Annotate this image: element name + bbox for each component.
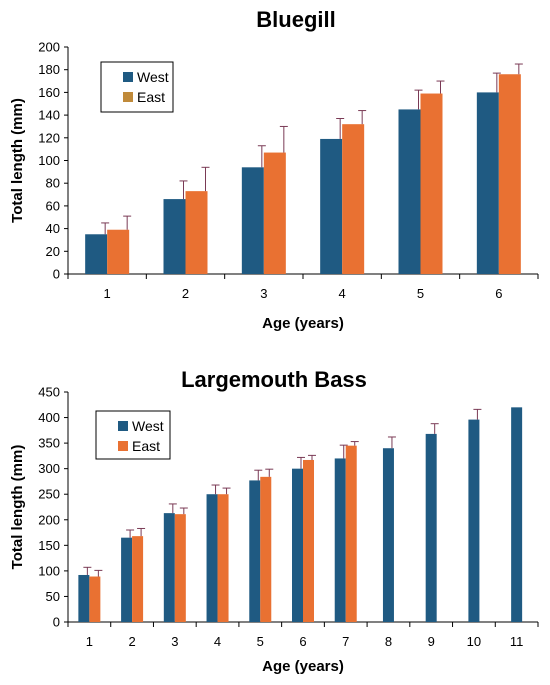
bar-west-age-10 xyxy=(468,419,480,622)
y-tick-label: 50 xyxy=(46,589,60,604)
y-tick-label: 20 xyxy=(46,244,60,259)
y-tick-label: 200 xyxy=(38,512,60,527)
y-tick-label: 400 xyxy=(38,410,60,425)
y-axis-label: Total length (mm) xyxy=(9,98,26,223)
bar-west-age-9 xyxy=(425,433,437,622)
y-tick-label: 350 xyxy=(38,436,60,451)
chart-largemouth-bass: Largemouth Bass 0 50 100 150 200 250 300 350 400 4… xyxy=(9,367,539,675)
legend: West East xyxy=(95,410,171,460)
bar-west-age-2 xyxy=(163,199,186,274)
x-tick-label: 4 xyxy=(339,286,346,301)
x-tick-label: 2 xyxy=(128,634,135,649)
legend-box xyxy=(100,61,174,113)
bar-east-age-7 xyxy=(345,445,357,622)
legend-swatch-west xyxy=(118,421,128,431)
bar-east-age-2 xyxy=(185,191,208,274)
bar-west-age-6 xyxy=(292,468,303,622)
y-tick-label: 200 xyxy=(38,40,60,55)
bar-west-age-1 xyxy=(78,574,90,622)
bar-west-age-7 xyxy=(334,458,346,622)
x-tick-label: 10 xyxy=(467,634,481,649)
bar-west-age-4 xyxy=(320,138,343,274)
y-tick-label: 300 xyxy=(38,461,60,476)
bar-east-age-1 xyxy=(107,229,130,274)
bar-east-age-1 xyxy=(89,576,101,622)
y-tick-label: 0 xyxy=(53,267,60,282)
bar-east-age-4 xyxy=(342,124,365,275)
y-tick-label: 250 xyxy=(38,487,60,502)
bar-west-age-1 xyxy=(85,234,108,274)
bar-east-age-4 xyxy=(217,494,229,622)
bar-west-age-6 xyxy=(476,92,499,275)
legend-label-west: West xyxy=(137,69,169,85)
x-tick-label: 9 xyxy=(428,634,435,649)
x-tick-label: 5 xyxy=(417,286,424,301)
x-tick-label: 8 xyxy=(385,634,392,649)
bar-east-age-2 xyxy=(132,536,144,622)
x-tick-label: 7 xyxy=(342,634,349,649)
x-tick-label: 11 xyxy=(510,634,524,649)
y-tick-label: 100 xyxy=(38,153,60,168)
y-tick-label: 40 xyxy=(46,221,60,236)
y-tick-label: 120 xyxy=(38,130,60,145)
x-axis-label: Age (years) xyxy=(262,658,344,675)
y-tick-label: 60 xyxy=(46,198,60,213)
chart-bluegill: Bluegill 0 20 40 60 80 100 120 140 160 180 200 1 2 3 4 5… xyxy=(9,7,539,332)
chart-title: Bluegill xyxy=(256,7,335,32)
x-tick-label: 4 xyxy=(214,634,221,649)
x-tick-label: 2 xyxy=(182,286,189,301)
legend-label-east: East xyxy=(137,89,165,105)
bar-west-age-3 xyxy=(163,513,175,622)
legend: West East xyxy=(100,61,174,113)
legend-swatch-west xyxy=(123,72,133,82)
chart-title: Largemouth Bass xyxy=(181,367,367,392)
bar-west-age-11 xyxy=(511,407,523,622)
y-tick-label: 140 xyxy=(38,108,60,123)
legend-swatch-east xyxy=(123,92,133,102)
x-tick-label: 5 xyxy=(257,634,264,649)
x-axis-label: Age (years) xyxy=(262,315,344,332)
bar-west-age-2 xyxy=(121,537,133,622)
x-tick-label: 6 xyxy=(299,634,306,649)
bar-west-age-5 xyxy=(398,109,421,274)
y-tick-label: 160 xyxy=(38,85,60,100)
x-tick-label: 3 xyxy=(260,286,267,301)
x-tick-label: 1 xyxy=(104,286,111,301)
legend-box xyxy=(95,410,171,460)
y-tick-label: 100 xyxy=(38,563,60,578)
legend-label-west: West xyxy=(132,418,164,434)
bar-east-age-3 xyxy=(174,514,186,622)
bar-east-age-6 xyxy=(498,74,521,275)
x-tick-label: 6 xyxy=(495,286,502,301)
bar-east-age-3 xyxy=(263,152,286,274)
y-tick-label: 80 xyxy=(46,176,60,191)
x-tick-label: 1 xyxy=(86,634,93,649)
bar-east-age-5 xyxy=(260,476,272,622)
bar-west-age-8 xyxy=(382,448,394,622)
x-tick-label: 3 xyxy=(171,634,178,649)
bar-west-age-3 xyxy=(241,167,264,274)
bar-east-age-5 xyxy=(420,93,443,274)
legend-label-east: East xyxy=(132,438,160,454)
y-tick-label: 180 xyxy=(38,62,60,77)
legend-swatch-east xyxy=(118,441,128,451)
bar-west-age-5 xyxy=(249,480,261,622)
y-tick-label: 450 xyxy=(38,385,60,400)
y-tick-label: 0 xyxy=(53,615,60,630)
y-axis-label: Total length (mm) xyxy=(9,445,26,570)
y-tick-label: 150 xyxy=(38,538,60,553)
bar-west-age-4 xyxy=(206,494,218,622)
bar-east-age-6 xyxy=(303,459,314,622)
